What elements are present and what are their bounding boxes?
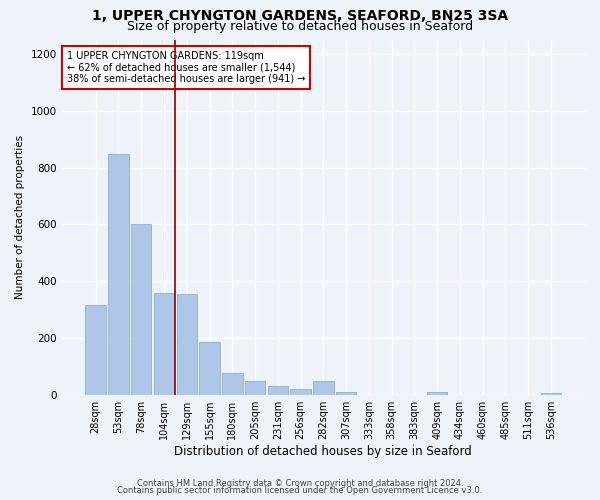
Bar [108, 154, 129, 394]
Bar [268, 386, 288, 394]
X-axis label: Distribution of detached houses by size in Seaford: Distribution of detached houses by size … [175, 444, 472, 458]
Bar [154, 292, 174, 394]
Text: Contains HM Land Registry data © Crown copyright and database right 2024.: Contains HM Land Registry data © Crown c… [137, 478, 463, 488]
Bar [290, 389, 311, 394]
Bar [427, 392, 448, 394]
Text: Contains public sector information licensed under the Open Government Licence v3: Contains public sector information licen… [118, 486, 482, 495]
Bar [199, 342, 220, 394]
Y-axis label: Number of detached properties: Number of detached properties [15, 136, 25, 300]
Bar [336, 392, 356, 394]
Bar [313, 380, 334, 394]
Bar [245, 380, 265, 394]
Bar [222, 374, 242, 394]
Text: Size of property relative to detached houses in Seaford: Size of property relative to detached ho… [127, 20, 473, 33]
Bar [176, 294, 197, 394]
Text: 1, UPPER CHYNGTON GARDENS, SEAFORD, BN25 3SA: 1, UPPER CHYNGTON GARDENS, SEAFORD, BN25… [92, 9, 508, 23]
Text: 1 UPPER CHYNGTON GARDENS: 119sqm
← 62% of detached houses are smaller (1,544)
38: 1 UPPER CHYNGTON GARDENS: 119sqm ← 62% o… [67, 50, 305, 84]
Bar [131, 224, 151, 394]
Bar [85, 306, 106, 394]
